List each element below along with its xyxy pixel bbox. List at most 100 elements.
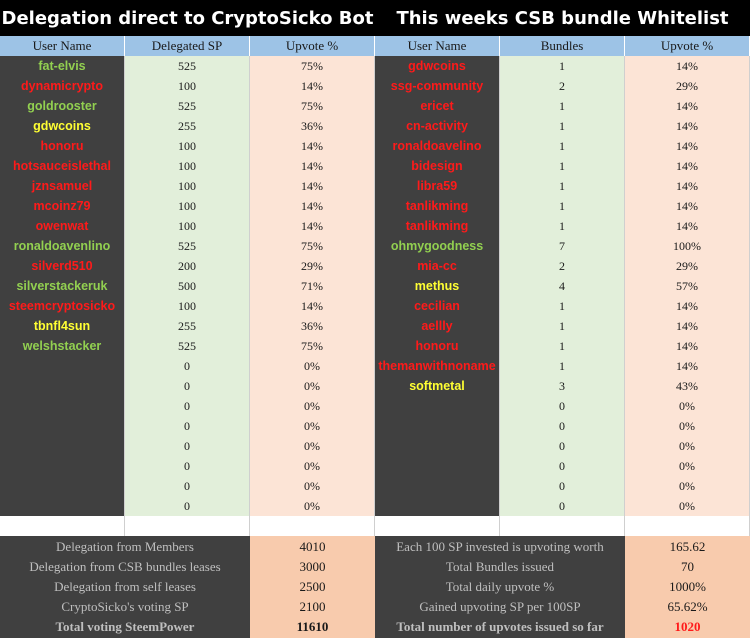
bundles-cell: 1: [559, 158, 565, 173]
delegated-sp-cell: 100: [178, 178, 196, 193]
upvote-percent-cell: 75%: [301, 238, 323, 253]
user-name-cell: libra59: [416, 179, 458, 193]
delegated-sp-cell: 200: [178, 258, 196, 273]
user-name-cell: gdwcoins: [408, 59, 466, 73]
user-name-cell: ssg-community: [390, 79, 484, 93]
bundles-cell: 4: [559, 278, 565, 293]
bundles-cell: 0: [559, 498, 565, 513]
upvote-percent-cell: 14%: [676, 318, 698, 333]
user-name-cell: steemcryptosicko: [8, 299, 116, 313]
right-header-username: User Name: [375, 36, 500, 56]
summary-value: 4010: [299, 539, 326, 554]
user-name-cell: [0, 476, 124, 496]
upvote-percent-cell: 14%: [676, 138, 698, 153]
summary-value: 165.62: [669, 539, 706, 554]
upvote-percent-cell: 43%: [676, 378, 698, 393]
user-name-cell: tanlikming: [405, 199, 469, 213]
upvote-percent-cell: 0%: [304, 438, 320, 453]
user-name-cell: ronaldoavelino: [392, 139, 482, 153]
upvote-percent-cell: 0%: [679, 438, 695, 453]
user-name-cell: [0, 396, 124, 416]
bundles-cell: 0: [559, 478, 565, 493]
user-name-cell: mcoinz79: [33, 199, 91, 213]
upvote-percent-cell: 29%: [301, 258, 323, 273]
user-name-cell: tbnfl4sun: [33, 319, 91, 333]
user-name-cell: methus: [414, 279, 460, 293]
delegated-sp-cell: 0: [184, 498, 190, 513]
delegated-sp-cell: 100: [178, 158, 196, 173]
upvote-percent-cell: 14%: [301, 198, 323, 213]
user-name-cell: ronaldoavenlino: [13, 239, 111, 253]
upvote-percent-cell: 14%: [676, 158, 698, 173]
upvote-percent-cell: 14%: [676, 298, 698, 313]
right-summary-values: 165.62 70 1000% 65.62% 1020: [625, 536, 750, 638]
user-name-cell: owenwat: [35, 219, 89, 233]
user-name-cell: goldrooster: [27, 99, 97, 113]
bundles-cell: 1: [559, 318, 565, 333]
left-title: Delegation direct to CryptoSicko Bot: [0, 0, 375, 36]
upvote-percent-cell: 14%: [301, 158, 323, 173]
bundles-cell: 1: [559, 98, 565, 113]
user-name-cell: cecilian: [414, 299, 460, 313]
user-name-cell: [375, 476, 499, 496]
left-header-username: User Name: [0, 36, 125, 56]
blank-row: [500, 516, 624, 536]
upvote-percent-cell: 0%: [304, 418, 320, 433]
delegated-sp-cell: 100: [178, 298, 196, 313]
bundles-cell: 0: [559, 438, 565, 453]
summary-value: 65.62%: [667, 599, 708, 614]
summary-value: 1000%: [669, 579, 706, 594]
upvote-percent-cell: 0%: [679, 498, 695, 513]
delegated-sp-cell: 0: [184, 418, 190, 433]
bundles-cell: 1: [559, 218, 565, 233]
upvote-percent-cell: 14%: [676, 198, 698, 213]
upvote-percent-cell: 0%: [304, 458, 320, 473]
upvote-percent-cell: 14%: [301, 178, 323, 193]
delegated-sp-cell: 0: [184, 458, 190, 473]
user-name-cell: [0, 436, 124, 456]
bundles-cell: 2: [559, 78, 565, 93]
delegated-sp-cell: 525: [178, 238, 196, 253]
bundles-cell: 1: [559, 338, 565, 353]
right-header-upvote: Upvote %: [625, 36, 750, 56]
upvote-percent-cell: 57%: [676, 278, 698, 293]
summary-label: Total number of upvotes issued so far: [396, 619, 604, 634]
user-name-cell: silverd510: [31, 259, 93, 273]
user-name-cell: aellly: [421, 319, 453, 333]
delegated-sp-cell: 525: [178, 338, 196, 353]
blank-row: [125, 516, 249, 536]
user-name-cell: [375, 456, 499, 476]
user-name-cell: [0, 496, 124, 516]
blank-row: [250, 516, 374, 536]
user-name-cell: tanlikming: [405, 219, 469, 233]
bundles-cell: 1: [559, 198, 565, 213]
user-name-cell: [0, 456, 124, 476]
user-name-cell: [0, 376, 124, 396]
upvote-percent-cell: 75%: [301, 338, 323, 353]
summary-label: CryptoSicko's voting SP: [61, 599, 189, 614]
summary-label: Gained upvoting SP per 100SP: [419, 599, 581, 614]
upvote-percent-cell: 0%: [679, 398, 695, 413]
summary-value: 2100: [299, 599, 326, 614]
left-delegated-sp-column: 525 100 525 255 100 100 100 100 100 525 200 500 100 2…: [125, 56, 250, 536]
upvote-percent-cell: 36%: [301, 318, 323, 333]
left-summary-labels: Delegation from Members Delegation from C…: [0, 536, 250, 638]
summary-label: Delegation from Members: [56, 539, 194, 554]
upvote-percent-cell: 0%: [304, 498, 320, 513]
user-name-cell: welshstacker: [22, 339, 102, 353]
summary-label: Each 100 SP invested is upvoting worth: [396, 539, 604, 554]
delegated-sp-cell: 100: [178, 138, 196, 153]
user-name-cell: silverstackeruk: [16, 279, 108, 293]
delegated-sp-cell: 0: [184, 438, 190, 453]
delegated-sp-cell: 0: [184, 358, 190, 373]
right-bundles-column: 1 2 1 1 1 1 1 1 1 7 2 4 1 1 1 1 3 0 0 0 0 0 0: [500, 56, 625, 536]
bundles-cell: 0: [559, 418, 565, 433]
left-upvote-column: 75% 14% 75% 36% 14% 14% 14% 14% 14% 75% 29% 71% 14% 3…: [250, 56, 375, 536]
upvote-percent-cell: 14%: [676, 58, 698, 73]
delegated-sp-cell: 255: [178, 318, 196, 333]
right-summary-labels: Each 100 SP invested is upvoting worth To…: [375, 536, 625, 638]
upvote-percent-cell: 0%: [679, 458, 695, 473]
bundles-cell: 1: [559, 138, 565, 153]
blank-row: [375, 516, 499, 536]
upvote-percent-cell: 14%: [676, 118, 698, 133]
